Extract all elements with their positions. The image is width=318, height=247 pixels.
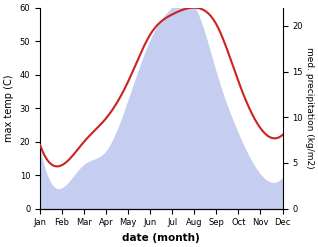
X-axis label: date (month): date (month) — [122, 233, 200, 243]
Y-axis label: med. precipitation (kg/m2): med. precipitation (kg/m2) — [305, 47, 314, 169]
Y-axis label: max temp (C): max temp (C) — [4, 74, 14, 142]
